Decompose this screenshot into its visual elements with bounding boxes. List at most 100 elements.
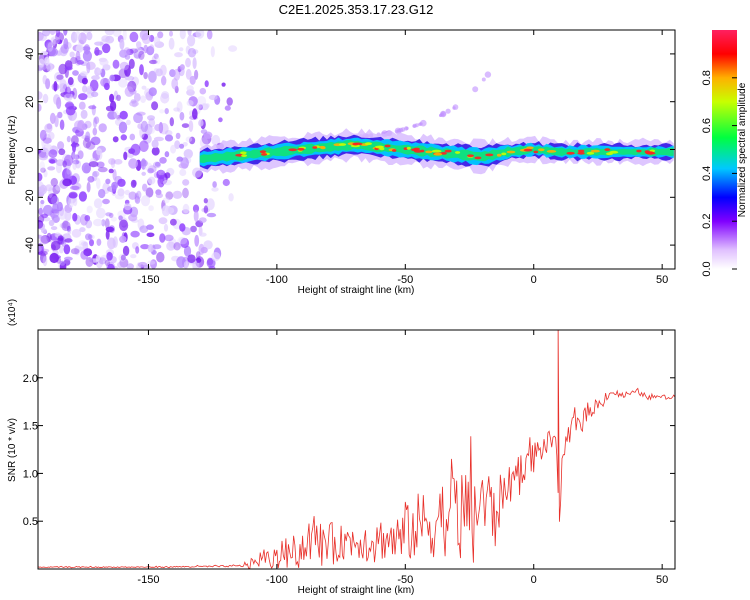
noise-blob bbox=[52, 184, 61, 195]
noise-blob bbox=[179, 47, 184, 52]
noise-blob bbox=[88, 105, 97, 110]
noise-blob bbox=[41, 148, 48, 153]
colorbar-label: Normalized spectral amplitude bbox=[737, 82, 748, 217]
noise-blob bbox=[129, 100, 139, 107]
spectrogram-y-tick-label: -20 bbox=[24, 189, 36, 205]
track-hotspot bbox=[566, 151, 575, 155]
noise-blob bbox=[185, 45, 191, 55]
noise-blob bbox=[130, 230, 140, 238]
track-hotspot bbox=[384, 144, 391, 148]
noise-blob bbox=[126, 263, 134, 269]
snr-y-tick-label: 1.0 bbox=[23, 468, 38, 480]
noise-blob bbox=[228, 45, 238, 52]
noise-blob bbox=[190, 225, 197, 233]
faint-branch-point bbox=[472, 86, 479, 93]
track-hotspot bbox=[413, 147, 421, 151]
noise-blob bbox=[149, 127, 155, 134]
noise-blob bbox=[118, 78, 128, 88]
track-hotspot bbox=[261, 153, 268, 156]
noise-blob bbox=[49, 159, 56, 164]
noise-blob bbox=[206, 30, 213, 40]
noise-blob bbox=[139, 30, 149, 38]
noise-blob bbox=[120, 254, 126, 261]
noise-blob bbox=[42, 204, 53, 216]
noise-blob bbox=[114, 193, 125, 200]
noise-blob bbox=[66, 225, 71, 232]
noise-blob bbox=[164, 234, 174, 242]
track-hotspot bbox=[590, 149, 600, 153]
noise-blob bbox=[78, 101, 86, 110]
track-hotspot bbox=[474, 156, 482, 160]
track-hotspot bbox=[444, 149, 452, 153]
noise-blob bbox=[178, 237, 188, 245]
noise-blob bbox=[95, 254, 101, 262]
track-hotspot bbox=[636, 149, 642, 153]
noise-blob bbox=[192, 57, 197, 70]
noise-blob bbox=[136, 190, 142, 199]
noise-blob bbox=[176, 256, 187, 268]
noise-blob bbox=[105, 212, 112, 217]
snr-scale-label: (x10⁴) bbox=[7, 299, 18, 326]
colorbar-gradient bbox=[712, 30, 737, 269]
noise-blob bbox=[161, 75, 167, 86]
noise-blob bbox=[38, 243, 44, 256]
noise-blob bbox=[63, 244, 71, 255]
track-hotspot bbox=[577, 151, 585, 155]
noise-blob bbox=[44, 56, 50, 66]
noise-blob bbox=[137, 261, 148, 268]
spectrogram-x-tick-label: -150 bbox=[137, 274, 159, 286]
noise-blob bbox=[159, 123, 169, 135]
noise-blob bbox=[72, 212, 78, 222]
snr-series-line bbox=[38, 330, 675, 569]
noise-blob bbox=[50, 240, 61, 251]
noise-blob bbox=[200, 246, 208, 254]
spectrogram-x-tick-label: 0 bbox=[531, 274, 537, 286]
noise-blob bbox=[38, 148, 42, 154]
noise-blob bbox=[41, 228, 47, 234]
noise-blob bbox=[147, 176, 156, 185]
noise-blob bbox=[186, 85, 194, 92]
noise-blob bbox=[43, 169, 48, 178]
noise-blob bbox=[224, 105, 231, 111]
noise-blob bbox=[81, 162, 92, 174]
noise-blob bbox=[134, 192, 139, 203]
track-hotspot bbox=[420, 149, 425, 153]
noise-blob bbox=[164, 151, 170, 158]
noise-blob bbox=[50, 36, 60, 45]
noise-blob bbox=[205, 103, 210, 108]
track-hotspot bbox=[506, 150, 516, 154]
noise-blob bbox=[124, 189, 130, 196]
track-hotspot bbox=[374, 145, 385, 149]
noise-blob bbox=[196, 96, 207, 107]
noise-blob bbox=[38, 222, 44, 229]
noise-blob bbox=[97, 68, 102, 74]
spectrogram-x-tick-label: -50 bbox=[397, 274, 413, 286]
spectrogram-x-label: Height of straight line (km) bbox=[298, 285, 415, 296]
noise-blob bbox=[38, 31, 44, 41]
noise-blob bbox=[45, 78, 51, 90]
noise-blob bbox=[148, 205, 154, 212]
noise-blob bbox=[188, 120, 194, 132]
noise-blob bbox=[145, 187, 154, 198]
noise-blob bbox=[96, 148, 102, 156]
noise-blob bbox=[47, 166, 56, 171]
noise-blob bbox=[96, 161, 105, 168]
track-hotspot bbox=[392, 149, 397, 152]
noise-blob bbox=[203, 205, 209, 214]
noise-blob bbox=[64, 169, 73, 181]
noise-blob bbox=[206, 198, 215, 211]
noise-blob bbox=[38, 207, 43, 216]
noise-blob bbox=[53, 94, 61, 105]
noise-blob bbox=[152, 161, 162, 169]
noise-blob bbox=[98, 257, 107, 265]
noise-blob bbox=[148, 118, 156, 128]
noise-blob bbox=[128, 158, 139, 169]
noise-blob bbox=[59, 260, 66, 266]
faint-branch-point bbox=[412, 123, 417, 128]
noise-blob bbox=[155, 56, 161, 65]
colorbar-tick-label: 0.6 bbox=[701, 118, 713, 133]
noise-blob bbox=[49, 30, 56, 36]
noise-blob bbox=[199, 232, 207, 237]
noise-blob bbox=[179, 64, 185, 71]
noise-blob bbox=[156, 251, 165, 263]
